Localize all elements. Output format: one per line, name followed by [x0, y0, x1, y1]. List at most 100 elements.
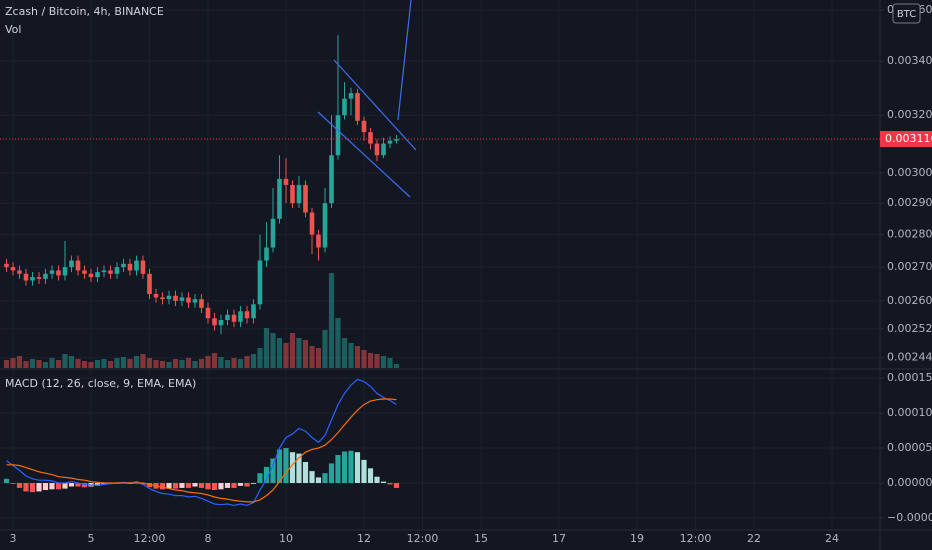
candle-body — [30, 277, 35, 281]
volume-bar — [140, 354, 146, 368]
candle-body — [17, 270, 22, 274]
candle-body — [231, 314, 237, 322]
volume-bar — [159, 361, 166, 368]
volume-bar — [335, 318, 341, 368]
candle-body — [62, 267, 68, 276]
volume-bar — [36, 360, 42, 368]
volume-bar — [198, 359, 205, 368]
signal-line — [6, 398, 397, 503]
histogram-bar — [166, 483, 172, 489]
volume-bar — [263, 328, 270, 368]
macd-title: MACD (12, 26, close, 9, EMA, EMA) — [5, 377, 196, 390]
candle-body — [127, 263, 133, 271]
x-tick-label: 22 — [747, 532, 761, 545]
x-tick-label: 12:00 — [407, 532, 439, 545]
volume-bar — [75, 359, 81, 368]
candle-body — [387, 140, 393, 144]
candle-body — [153, 294, 159, 298]
candle-body — [225, 314, 230, 321]
candle-body — [381, 143, 386, 156]
x-tick-label: 8 — [204, 532, 211, 545]
volume-bar — [42, 362, 49, 368]
volume-bar — [166, 362, 172, 368]
currency-badge[interactable] — [892, 3, 921, 24]
symbol-title: Zcash / Bitcoin, 4h, BINANCE — [5, 5, 164, 18]
candle-body — [88, 273, 94, 278]
histogram-bar — [328, 463, 335, 484]
histogram-bar — [224, 483, 231, 488]
x-tick-label: 10 — [279, 532, 293, 545]
histogram-bar — [140, 483, 146, 485]
volume-bar — [244, 356, 250, 368]
volume-bar — [68, 356, 75, 368]
volume-bar — [114, 358, 120, 368]
candle-body — [140, 260, 146, 274]
candle-body — [296, 184, 302, 204]
volume-bar — [55, 360, 62, 368]
candle-body — [192, 299, 198, 303]
volume-bar — [101, 359, 107, 368]
histogram-bar — [335, 455, 341, 484]
volume-bar — [49, 358, 55, 368]
volume-bar — [192, 361, 198, 368]
volume-bar — [302, 340, 309, 368]
histogram-bar — [315, 477, 322, 484]
x-tick-label: 19 — [630, 532, 644, 545]
grid — [0, 0, 880, 530]
histogram-bar — [49, 483, 55, 490]
currency-label[interactable]: BTC — [897, 9, 916, 20]
histogram-bar — [159, 483, 166, 490]
volume-bar — [146, 358, 153, 368]
candle-body — [205, 307, 211, 319]
volume-bar — [237, 359, 244, 368]
volume-bar — [153, 360, 159, 368]
candle-body — [173, 295, 178, 301]
volume-bar — [354, 346, 361, 368]
histogram-bar — [263, 466, 270, 484]
volume-bar — [23, 361, 29, 368]
candle-body — [199, 299, 204, 308]
histogram-bar — [94, 483, 101, 486]
candle-body — [264, 247, 269, 261]
candle-body — [114, 267, 120, 274]
histogram-bar — [29, 483, 36, 493]
histogram-bar — [62, 483, 68, 489]
candle-body — [277, 178, 282, 219]
candle-body — [36, 277, 42, 279]
volume-bar — [231, 358, 237, 368]
volume-bar — [29, 359, 36, 368]
candle-body — [101, 270, 107, 273]
histogram-bar — [250, 483, 257, 484]
candle-body — [244, 311, 250, 319]
histogram-bar — [146, 483, 153, 488]
candle-body — [179, 297, 185, 301]
candle-body — [257, 260, 263, 305]
channel-lower — [317, 111, 411, 198]
candle-body — [355, 93, 360, 121]
candle-layer — [4, 35, 399, 335]
histogram-bar — [231, 483, 237, 488]
x-tick-label: 12:00 — [134, 532, 166, 545]
candle-body — [342, 98, 347, 116]
candle-body — [43, 273, 48, 279]
volume-bar — [224, 360, 231, 368]
histogram-bar — [68, 483, 75, 487]
candle-body — [218, 320, 224, 326]
candle-body — [23, 273, 29, 281]
candle-body — [283, 178, 289, 185]
candle-body — [82, 270, 87, 274]
candle-body — [4, 263, 9, 268]
volume-bar — [172, 359, 179, 368]
histogram-bar — [302, 462, 309, 484]
histogram-bar — [101, 483, 107, 485]
histogram-bar — [185, 483, 192, 488]
